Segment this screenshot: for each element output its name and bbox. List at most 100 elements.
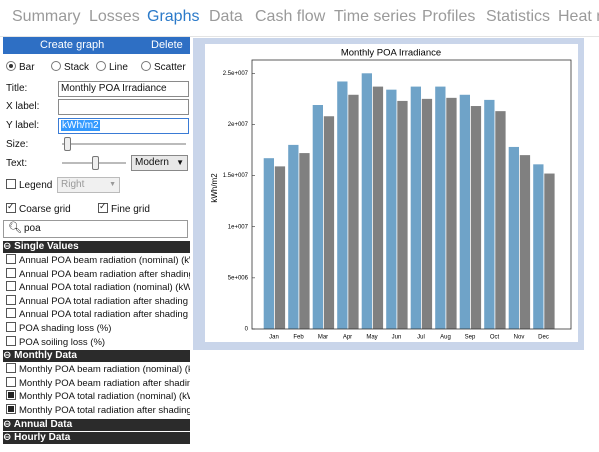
variable-label: Annual POA total radiation after shading…	[19, 295, 190, 307]
checkbox	[6, 267, 16, 278]
tab[interactable]: Graphs	[147, 8, 200, 25]
type-radio[interactable]: Stack	[51, 61, 89, 73]
variable-label: Annual POA beam radiation (nominal) (kWh…	[19, 255, 190, 266]
variable-label: Annual POA beam radiation after shading …	[19, 268, 190, 280]
type-radio[interactable]: Scatter	[141, 61, 186, 73]
radio	[51, 61, 61, 71]
bar	[299, 153, 310, 329]
size-slider-thumb[interactable]	[64, 137, 71, 151]
variable-item[interactable]: Monthly POA total radiation after shadin…	[6, 404, 190, 417]
tab[interactable]: Summary	[12, 8, 81, 25]
x-tick-label: Sep	[465, 335, 476, 341]
type-label: Bar	[19, 62, 35, 73]
radio	[141, 61, 151, 71]
bar	[337, 81, 348, 329]
search-box[interactable]: 🔍︎ poa	[3, 220, 188, 238]
variable-item[interactable]: Annual POA beam radiation after shading …	[6, 267, 190, 281]
group-header[interactable]: ⊖ Single Values	[3, 241, 190, 253]
checkbox	[6, 335, 16, 346]
type-radio[interactable]: Bar	[6, 61, 35, 73]
tab[interactable]: Heat m	[558, 8, 599, 25]
group-header[interactable]: ⊖ Hourly Data	[3, 431, 190, 444]
variable-label: POA soiling loss (%)	[19, 336, 106, 348]
variable-item[interactable]: Monthly POA beam radiation after shading	[6, 376, 190, 390]
checkbox	[6, 179, 16, 189]
variable-label: Monthly POA beam radiation after shading	[19, 377, 190, 389]
variable-item[interactable]: Annual POA total radiation (nominal) (kW…	[6, 281, 190, 294]
variable-label: Monthly POA total radiation (nominal) (k…	[19, 391, 190, 403]
tab[interactable]: Time series	[334, 8, 417, 25]
legend-position-value: Right	[61, 179, 85, 190]
radio	[96, 61, 106, 71]
title-label: Title:	[6, 83, 28, 94]
checkbox	[6, 281, 16, 292]
coarse-grid-checkbox[interactable]: Coarse grid	[6, 201, 71, 215]
bar	[508, 146, 519, 329]
legend-position-dropdown[interactable]: Right ▼	[57, 177, 120, 193]
type-label: Line	[109, 62, 128, 73]
variable-item[interactable]: POA soiling loss (%)	[6, 335, 190, 349]
y-tick-label: 0	[245, 327, 249, 333]
bar	[348, 94, 359, 329]
bar	[312, 105, 323, 329]
tab[interactable]: Statistics	[486, 8, 551, 25]
tab[interactable]: Losses	[89, 8, 140, 25]
group-title: ⊖ Single Values	[3, 241, 79, 252]
group-header[interactable]: ⊖ Annual Data	[3, 418, 190, 431]
bar	[446, 97, 457, 329]
checkbox	[6, 376, 16, 387]
create-graph-button[interactable]: Create graph	[40, 39, 105, 51]
checkbox	[6, 322, 16, 332]
bar	[361, 73, 372, 330]
y-label-value: kWh/m2	[61, 120, 100, 131]
x-tick-label: Oct	[490, 335, 500, 341]
sidebar-header: Create graph Delete	[3, 37, 190, 54]
y-tick-label: 1.5e+007	[223, 173, 249, 179]
x-label-input[interactable]	[58, 99, 189, 115]
search-icon: 🔍︎	[8, 222, 22, 234]
y-axis-label: kWh/m2	[210, 173, 219, 203]
checkbox	[6, 294, 16, 305]
bar	[323, 116, 335, 329]
legend-checkbox[interactable]: Legend	[6, 179, 52, 191]
variable-item[interactable]: Monthly POA total radiation (nominal) (k…	[6, 390, 190, 403]
variable-item[interactable]: Monthly POA beam radiation (nominal) (kW…	[6, 363, 190, 376]
title-input[interactable]: Monthly POA Irradiance	[58, 81, 189, 97]
variable-item[interactable]: POA shading loss (%)	[6, 322, 190, 335]
bar	[519, 155, 531, 329]
y-tick-label: 1e+007	[228, 224, 249, 230]
type-label: Scatter	[154, 62, 186, 73]
x-tick-label: Feb	[293, 335, 304, 341]
variable-item[interactable]: Annual POA total radiation after shading…	[6, 308, 190, 321]
size-label: Size:	[6, 139, 29, 150]
font-dropdown[interactable]: Modern ▼	[131, 155, 188, 171]
dropdown-arrow: ▼	[109, 181, 116, 188]
chart-title: Monthly POA Irradiance	[341, 48, 441, 59]
tab[interactable]: Profiles	[422, 8, 476, 25]
bar	[372, 86, 384, 329]
type-label: Stack	[64, 62, 90, 73]
x-tick-label: Dec	[538, 335, 549, 341]
group-header[interactable]: ⊖ Monthly Data	[3, 350, 190, 363]
variable-item[interactable]: Annual POA beam radiation (nominal) (kWh…	[6, 254, 190, 267]
chart-area: Monthly POA Irradiance kWh/m2 0 5e+006 1e+…	[193, 38, 584, 350]
font-value: Modern	[135, 157, 169, 168]
text-slider-thumb[interactable]	[92, 156, 99, 170]
y-label-input[interactable]: kWh/m2	[58, 118, 189, 134]
x-tick-label: Nov	[514, 335, 525, 341]
x-tick-label: May	[366, 335, 377, 341]
delete-button[interactable]: Delete	[151, 39, 183, 51]
bar	[421, 98, 433, 330]
variable-item[interactable]: Annual POA total radiation after shading…	[6, 294, 190, 308]
type-radio[interactable]: Line	[96, 61, 128, 73]
x-tick-label: Jun	[392, 335, 402, 341]
checkbox	[98, 201, 108, 213]
text-label: Text:	[6, 158, 28, 169]
bar	[288, 144, 299, 329]
fine-grid-checkbox[interactable]: Fine grid	[98, 201, 150, 215]
tab[interactable]: Cash flow	[255, 8, 326, 25]
tab[interactable]: Data	[209, 8, 243, 25]
x-label-label: X label:	[6, 101, 40, 112]
bar	[410, 86, 421, 329]
